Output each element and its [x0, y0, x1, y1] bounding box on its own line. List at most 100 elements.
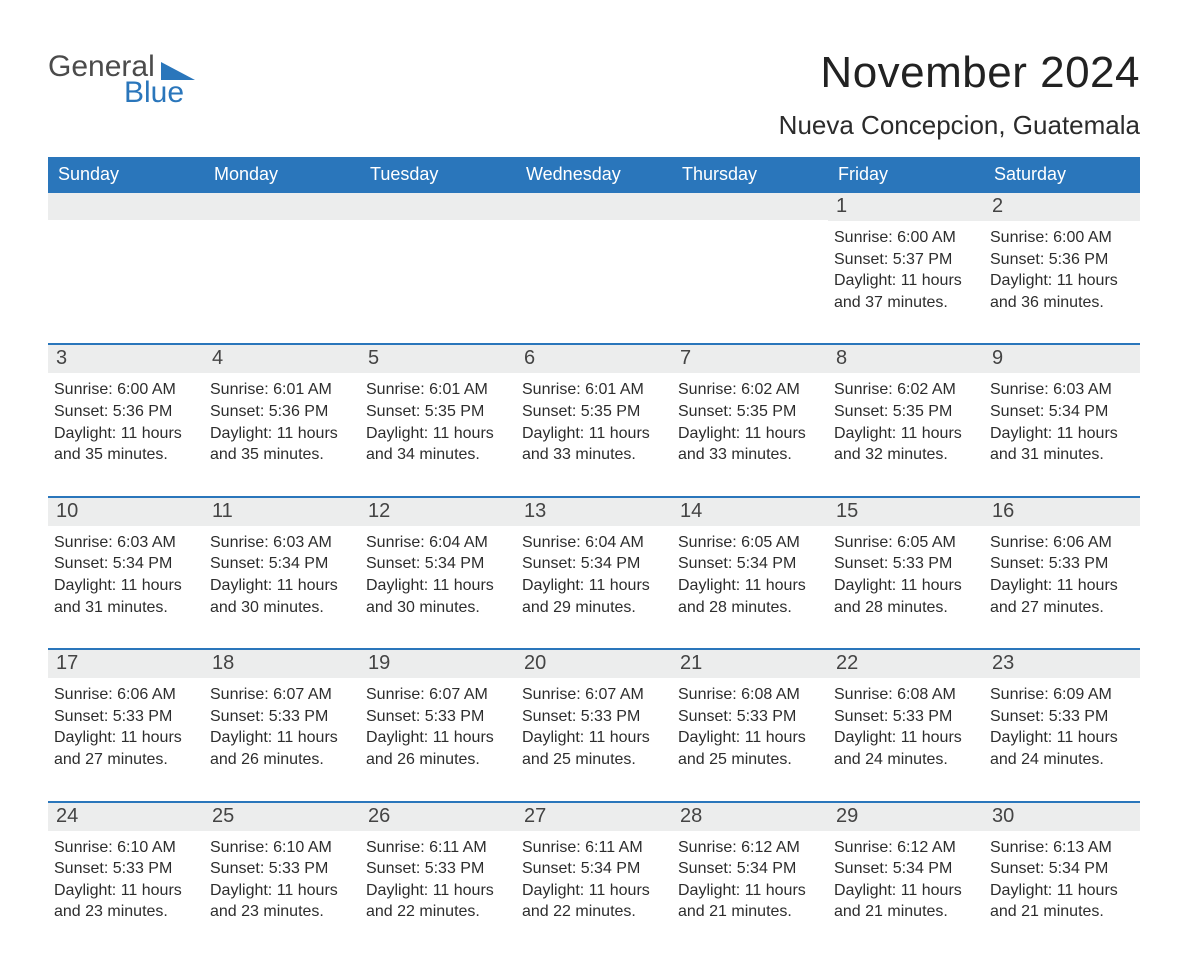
daylight-line: Daylight: 11 hours and 26 minutes. — [210, 727, 354, 770]
day-details: Sunrise: 6:05 AMSunset: 5:34 PMDaylight:… — [672, 532, 822, 618]
sunrise-line: Sunrise: 6:02 AM — [834, 379, 978, 401]
sunrise-line: Sunrise: 6:00 AM — [990, 227, 1134, 249]
calendar-day: 1Sunrise: 6:00 AMSunset: 5:37 PMDaylight… — [828, 193, 984, 323]
day-details: Sunrise: 6:02 AMSunset: 5:35 PMDaylight:… — [672, 379, 822, 465]
sunset-line: Sunset: 5:33 PM — [366, 858, 510, 880]
calendar-document: General Blue November 2024 Nueva Concepc… — [0, 0, 1188, 963]
sunrise-line: Sunrise: 6:00 AM — [54, 379, 198, 401]
sunrise-line: Sunrise: 6:03 AM — [990, 379, 1134, 401]
day-details: Sunrise: 6:11 AMSunset: 5:34 PMDaylight:… — [516, 837, 666, 923]
sunset-line: Sunset: 5:33 PM — [54, 706, 198, 728]
day-details: Sunrise: 6:04 AMSunset: 5:34 PMDaylight:… — [516, 532, 666, 618]
calendar-day: 30Sunrise: 6:13 AMSunset: 5:34 PMDayligh… — [984, 803, 1140, 933]
day-details: Sunrise: 6:02 AMSunset: 5:35 PMDaylight:… — [828, 379, 978, 465]
daylight-line: Daylight: 11 hours and 27 minutes. — [990, 575, 1134, 618]
daylight-line: Daylight: 11 hours and 24 minutes. — [834, 727, 978, 770]
day-number: 2 — [984, 193, 1140, 221]
daylight-line: Daylight: 11 hours and 28 minutes. — [678, 575, 822, 618]
sunrise-line: Sunrise: 6:07 AM — [210, 684, 354, 706]
day-number: 13 — [516, 498, 672, 526]
sunrise-line: Sunrise: 6:12 AM — [678, 837, 822, 859]
day-number: 25 — [204, 803, 360, 831]
calendar-day: 24Sunrise: 6:10 AMSunset: 5:33 PMDayligh… — [48, 803, 204, 933]
day-details: Sunrise: 6:05 AMSunset: 5:33 PMDaylight:… — [828, 532, 978, 618]
sunset-line: Sunset: 5:34 PM — [54, 553, 198, 575]
sunrise-line: Sunrise: 6:08 AM — [678, 684, 822, 706]
day-details: Sunrise: 6:01 AMSunset: 5:36 PMDaylight:… — [204, 379, 354, 465]
day-number: 26 — [360, 803, 516, 831]
calendar-day: 10 Sunrise: 6:03 AMSunset: 5:34 PMDayligh… — [48, 498, 204, 628]
calendar-day: 5Sunrise: 6:01 AMSunset: 5:35 PMDaylight… — [360, 345, 516, 475]
day-details: Sunrise: 6:07 AMSunset: 5:33 PMDaylight:… — [360, 684, 510, 770]
sunrise-line: Sunrise: 6:04 AM — [366, 532, 510, 554]
daylight-line: Daylight: 11 hours and 30 minutes. — [366, 575, 510, 618]
sunrise-line: Sunrise: 6:07 AM — [366, 684, 510, 706]
sunset-line: Sunset: 5:36 PM — [990, 249, 1134, 271]
day-number: 19 — [360, 650, 516, 678]
daylight-line: Daylight: 11 hours and 24 minutes. — [990, 727, 1134, 770]
daylight-line: Daylight: 11 hours and 31 minutes. — [990, 423, 1134, 466]
daylight-line: Daylight: 11 hours and 22 minutes. — [522, 880, 666, 923]
day-details: Sunrise: 6:03 AMSunset: 5:34 PMDaylight:… — [204, 532, 354, 618]
day-details: Sunrise: 6:00 AMSunset: 5:36 PMDaylight:… — [48, 379, 198, 465]
daylight-line: Daylight: 11 hours and 31 minutes. — [54, 575, 198, 618]
day-number: 5 — [360, 345, 516, 373]
sunrise-line: Sunrise: 6:07 AM — [522, 684, 666, 706]
daylight-line: Daylight: 11 hours and 33 minutes. — [678, 423, 822, 466]
sunset-line: Sunset: 5:37 PM — [834, 249, 978, 271]
weekday-header: Wednesday — [516, 157, 672, 193]
day-details: Sunrise: 6:07 AMSunset: 5:33 PMDaylight:… — [204, 684, 354, 770]
daylight-line: Daylight: 11 hours and 35 minutes. — [210, 423, 354, 466]
weekday-header: Monday — [204, 157, 360, 193]
sunrise-line: Sunrise: 6:02 AM — [678, 379, 822, 401]
calendar-week: 24Sunrise: 6:10 AMSunset: 5:33 PMDayligh… — [48, 801, 1140, 933]
sunrise-line: Sunrise: 6:10 AM — [54, 837, 198, 859]
day-number — [204, 193, 360, 220]
day-details: Sunrise: 6:08 AMSunset: 5:33 PMDaylight:… — [828, 684, 978, 770]
calendar-day: 8Sunrise: 6:02 AMSunset: 5:35 PMDaylight… — [828, 345, 984, 475]
day-details: Sunrise: 6:06 AMSunset: 5:33 PMDaylight:… — [48, 684, 198, 770]
calendar-week: 3Sunrise: 6:00 AMSunset: 5:36 PMDaylight… — [48, 343, 1140, 475]
calendar-week: 1Sunrise: 6:00 AMSunset: 5:37 PMDaylight… — [48, 193, 1140, 323]
sunset-line: Sunset: 5:33 PM — [834, 553, 978, 575]
day-number: 22 — [828, 650, 984, 678]
day-number: 10 — [48, 498, 204, 526]
calendar-day: 29Sunrise: 6:12 AMSunset: 5:34 PMDayligh… — [828, 803, 984, 933]
sunrise-line: Sunrise: 6:11 AM — [522, 837, 666, 859]
sunrise-line: Sunrise: 6:05 AM — [834, 532, 978, 554]
weekday-header: Saturday — [984, 157, 1140, 193]
day-number: 21 — [672, 650, 828, 678]
sunset-line: Sunset: 5:33 PM — [990, 553, 1134, 575]
daylight-line: Daylight: 11 hours and 23 minutes. — [210, 880, 354, 923]
daylight-line: Daylight: 11 hours and 26 minutes. — [366, 727, 510, 770]
sunset-line: Sunset: 5:35 PM — [366, 401, 510, 423]
day-details: Sunrise: 6:01 AMSunset: 5:35 PMDaylight:… — [516, 379, 666, 465]
day-details: Sunrise: 6:08 AMSunset: 5:33 PMDaylight:… — [672, 684, 822, 770]
calendar-week: 17Sunrise: 6:06 AMSunset: 5:33 PMDayligh… — [48, 648, 1140, 780]
day-details: Sunrise: 6:07 AMSunset: 5:33 PMDaylight:… — [516, 684, 666, 770]
sunrise-line: Sunrise: 6:06 AM — [54, 684, 198, 706]
day-details: Sunrise: 6:04 AMSunset: 5:34 PMDaylight:… — [360, 532, 510, 618]
day-number: 16 — [984, 498, 1140, 526]
sunrise-line: Sunrise: 6:04 AM — [522, 532, 666, 554]
sunrise-line: Sunrise: 6:00 AM — [834, 227, 978, 249]
daylight-line: Daylight: 11 hours and 25 minutes. — [678, 727, 822, 770]
calendar-day: 14 Sunrise: 6:05 AMSunset: 5:34 PMDayligh… — [672, 498, 828, 628]
daylight-line: Daylight: 11 hours and 28 minutes. — [834, 575, 978, 618]
day-details: Sunrise: 6:13 AMSunset: 5:34 PMDaylight:… — [984, 837, 1134, 923]
sunrise-line: Sunrise: 6:01 AM — [522, 379, 666, 401]
day-number: 17 — [48, 650, 204, 678]
day-details: Sunrise: 6:03 AMSunset: 5:34 PMDaylight:… — [48, 532, 198, 618]
calendar-day: 9Sunrise: 6:03 AMSunset: 5:34 PMDaylight… — [984, 345, 1140, 475]
day-number: 14 — [672, 498, 828, 526]
sunrise-line: Sunrise: 6:09 AM — [990, 684, 1134, 706]
calendar-day: 6Sunrise: 6:01 AMSunset: 5:35 PMDaylight… — [516, 345, 672, 475]
calendar-body: 1Sunrise: 6:00 AMSunset: 5:37 PMDaylight… — [48, 193, 1140, 933]
day-number — [672, 193, 828, 220]
sunrise-line: Sunrise: 6:01 AM — [366, 379, 510, 401]
weekday-header-row: SundayMondayTuesdayWednesdayThursdayFrid… — [48, 157, 1140, 193]
daylight-line: Daylight: 11 hours and 23 minutes. — [54, 880, 198, 923]
sunset-line: Sunset: 5:35 PM — [834, 401, 978, 423]
sunset-line: Sunset: 5:34 PM — [522, 858, 666, 880]
calendar-day-blank — [516, 193, 672, 323]
